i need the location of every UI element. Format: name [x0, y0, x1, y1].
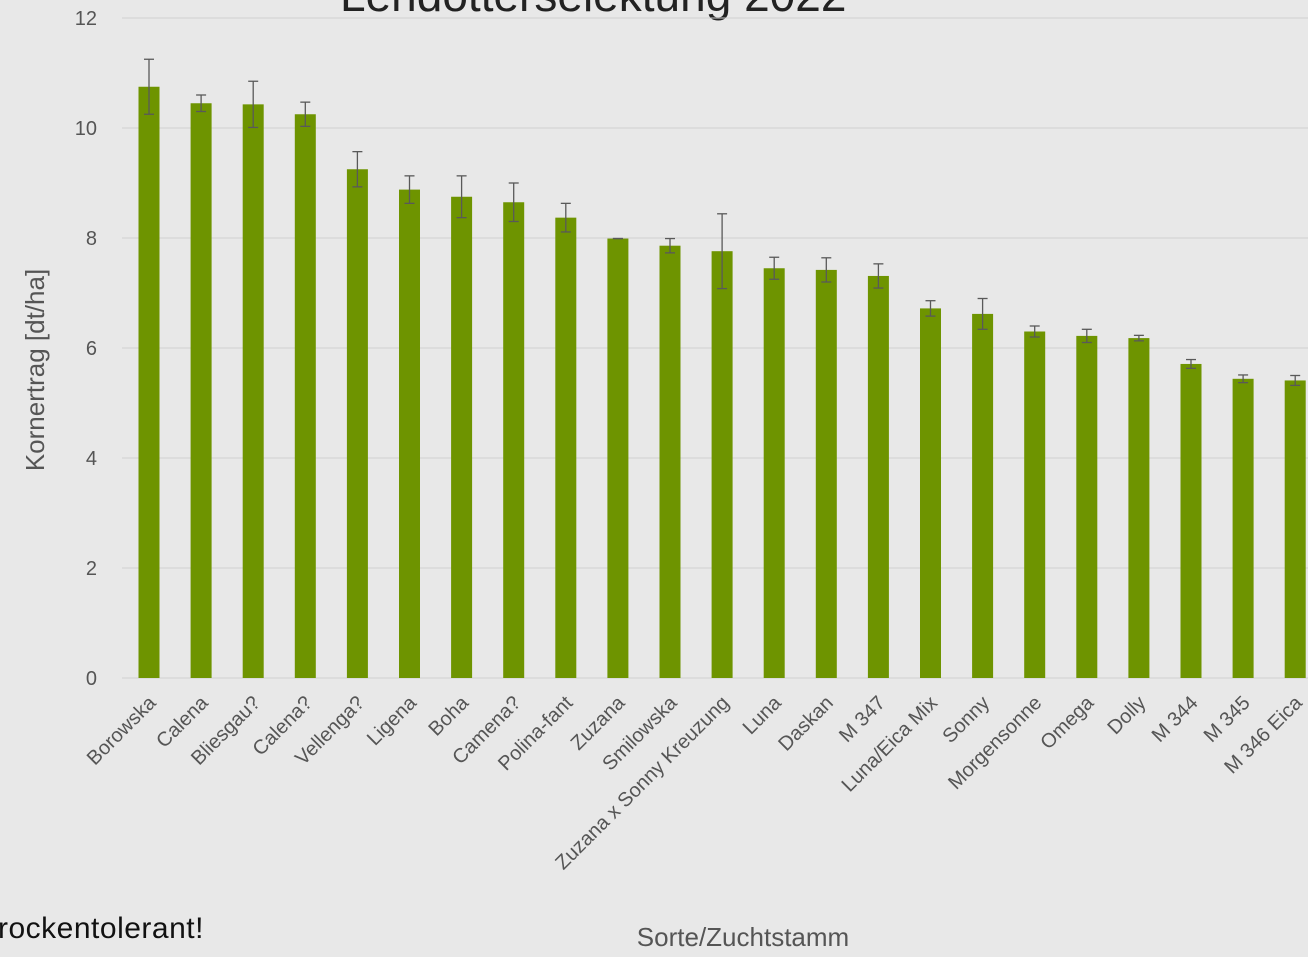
bar [503, 202, 525, 678]
y-axis-label: Kornertrag [dt/ha] [20, 269, 50, 471]
x-tick-label: Omega [1036, 691, 1099, 754]
x-tick-label: M 344 [1148, 692, 1203, 747]
bar [294, 114, 316, 678]
x-tick-label: Luna/Eica Mix [838, 692, 942, 796]
y-tick-label: 12 [75, 8, 97, 30]
y-tick-label: 0 [86, 668, 97, 690]
bar [972, 313, 994, 678]
chart-title: Lendotterselektung 2022 [340, 0, 846, 22]
x-tick-label: Dolly [1103, 692, 1150, 739]
bar [607, 238, 629, 679]
bar [1024, 331, 1046, 678]
x-tick-label: Boha [425, 691, 474, 740]
bar [242, 104, 264, 679]
bar [815, 269, 837, 678]
bar [1076, 335, 1098, 678]
bar [867, 275, 889, 678]
bar [1128, 338, 1150, 678]
bar [763, 268, 785, 678]
bar [711, 251, 733, 678]
bar [1284, 380, 1306, 678]
bar [659, 245, 681, 678]
x-tick-label: Ligena [363, 691, 422, 750]
y-tick-label: 4 [86, 448, 97, 470]
x-tick-label: Luna [739, 691, 787, 739]
x-tick-label: Morgensonne [944, 692, 1046, 794]
bar [555, 217, 577, 678]
bar [451, 196, 473, 678]
bar [1180, 363, 1202, 678]
bar [920, 308, 941, 678]
bar [190, 103, 212, 678]
x-tick-label: Borowska [83, 691, 161, 769]
y-tick-label: 2 [86, 558, 97, 580]
bar [138, 86, 160, 678]
y-tick-label: 6 [86, 338, 97, 360]
bar [346, 169, 368, 678]
y-tick-label: 10 [75, 118, 97, 140]
x-tick-label: Daskan [774, 692, 838, 756]
bar [1232, 378, 1254, 678]
bar [399, 189, 420, 678]
y-tick-label: 8 [86, 228, 97, 250]
footnote-text: rockentolerant! [0, 912, 204, 945]
x-axis-label: Sorte/Zuchtstamm [637, 922, 849, 952]
